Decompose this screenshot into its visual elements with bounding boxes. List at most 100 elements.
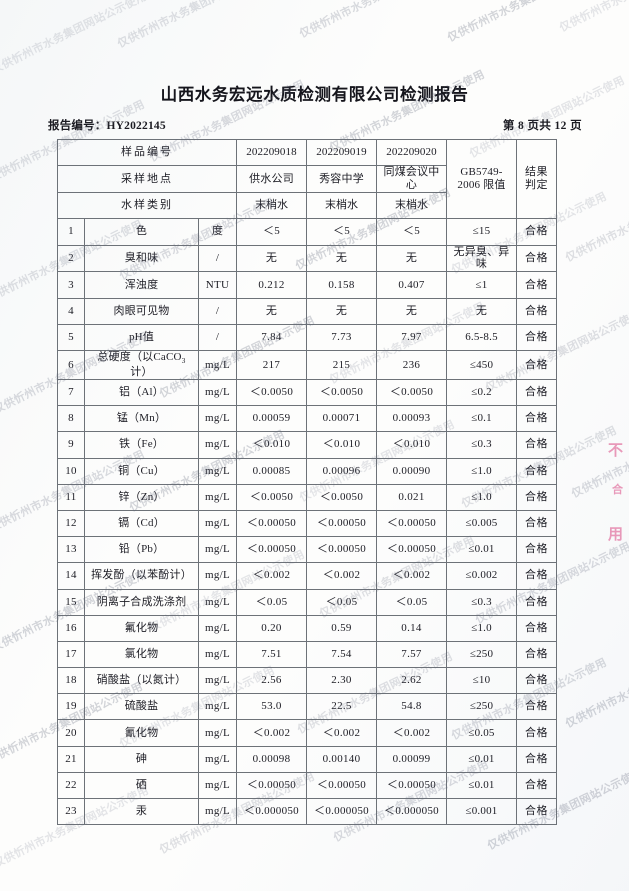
cell-limit: ≤0.01: [446, 771, 517, 800]
table-row: 6 总硬度（以CaCO3计） mg/L 217 215 236 ≤450 合格: [57, 350, 557, 380]
cell-verdict: 合格: [516, 536, 557, 564]
sample-id-1: 202209018: [236, 138, 307, 167]
cell-verdict: 合格: [516, 693, 557, 721]
cell-v1: ＜0.00050: [236, 771, 307, 800]
cell-v1: ＜5: [236, 218, 307, 246]
cell-item: 氰化物: [84, 719, 199, 747]
cell-v2: ＜0.05: [306, 588, 377, 616]
cell-v3: 7.57: [376, 640, 447, 669]
cell-v2: 0.00096: [306, 457, 377, 485]
stamp-char-1: 不: [607, 443, 623, 459]
cell-item: 铝（Al）: [84, 378, 199, 407]
cell-no: 14: [57, 562, 85, 590]
cell-no: 11: [57, 483, 85, 511]
cell-limit: ≤0.3: [446, 431, 517, 459]
cell-unit: mg/L: [198, 745, 237, 773]
cell-item: pH值: [84, 323, 199, 352]
cell-limit: ≤250: [446, 693, 517, 721]
cell-v1: 无: [236, 244, 307, 273]
cell-verdict: 合格: [516, 323, 557, 352]
cell-v1: ＜0.002: [236, 719, 307, 747]
cell-v1: 0.212: [236, 271, 307, 299]
water-quality-results-table: 样品编号 202209018 202209019 202209020 GB574…: [57, 138, 557, 826]
cell-v3: ＜0.00050: [376, 771, 447, 800]
cell-unit: mg/L: [198, 457, 237, 485]
cell-unit: mg/L: [198, 614, 237, 642]
cell-unit: mg/L: [198, 771, 237, 800]
cell-limit: ≤0.005: [446, 509, 517, 538]
cell-no: 12: [57, 509, 85, 538]
table-row: 15 阴离子合成洗涤剂 mg/L ＜0.05 ＜0.05 ＜0.05 ≤0.3 合格: [57, 588, 557, 616]
table-row: 11 锌（Zn） mg/L ＜0.0050 ＜0.0050 0.021 ≤1.0 合格: [57, 483, 557, 511]
cell-item: 阴离子合成洗涤剂: [84, 588, 199, 616]
location-2: 秀容中学: [306, 165, 377, 194]
sample-id-label: 样品编号: [57, 138, 237, 167]
cell-v3: 0.00093: [376, 405, 447, 433]
cell-v3: ＜0.002: [376, 719, 447, 747]
cell-limit: ≤0.3: [446, 588, 517, 616]
cell-v3: ＜0.010: [376, 431, 447, 459]
cell-unit: mg/L: [198, 350, 237, 380]
cell-no: 3: [57, 271, 85, 299]
table-row: 10 铜（Cu） mg/L 0.00085 0.00096 0.00090 ≤1.0 合格: [57, 457, 557, 485]
cell-v1: ＜0.002: [236, 562, 307, 590]
cell-item: 硫酸盐: [84, 693, 199, 721]
table-row: 4 肉眼可见物 / 无无无无合格: [57, 297, 557, 325]
cell-no: 6: [57, 350, 85, 380]
cell-no: 1: [57, 218, 85, 246]
cell-unit: /: [198, 244, 237, 273]
cell-limit: ≤1: [446, 271, 517, 299]
cell-v1: ＜0.000050: [236, 797, 307, 826]
cell-unit: mg/L: [198, 719, 237, 747]
sample-id-2: 202209019: [306, 138, 377, 167]
cell-v3: 0.00090: [376, 457, 447, 485]
table-row: 12 镉（Cd） mg/L ＜0.00050 ＜0.00050 ＜0.00050 ≤0.00…: [57, 509, 557, 538]
cell-v3: ＜0.00050: [376, 536, 447, 564]
cell-v1: 0.20: [236, 614, 307, 642]
cell-no: 8: [57, 405, 85, 433]
cell-limit: ≤0.002: [446, 562, 517, 590]
cell-v1: 0.00059: [236, 405, 307, 433]
cell-no: 7: [57, 378, 85, 407]
header-row-sample-id: 样品编号 202209018 202209019 202209020 GB574…: [57, 138, 557, 220]
cell-v2: ＜0.00050: [306, 536, 377, 564]
cell-verdict: 合格: [516, 745, 557, 773]
standard-line-2: 2006 限值: [457, 179, 506, 192]
cell-v2: ＜0.00050: [306, 509, 377, 538]
table-row: 8 锰（Mn） mg/L 0.00059 0.00071 0.00093 ≤0.1 合格: [57, 405, 557, 433]
cell-limit: ≤0.001: [446, 797, 517, 826]
cell-v2: 0.00140: [306, 745, 377, 773]
cell-item: 总硬度（以CaCO3计）: [84, 350, 199, 380]
standard-line-1: GB5749-: [460, 166, 503, 179]
cell-no: 19: [57, 693, 85, 721]
cell-item: 氟化物: [84, 614, 199, 642]
page-title: 山西水务宏远水质检测有限公司检测报告: [160, 86, 469, 104]
standard-limit-header: GB5749- 2006 限值: [446, 138, 517, 220]
cell-v1: ＜0.00050: [236, 536, 307, 564]
table-row: 2 臭和味 / 无无无无异臭、异味 合格: [57, 244, 557, 273]
cell-verdict: 合格: [516, 457, 557, 485]
cell-v3: 0.021: [376, 483, 447, 511]
table-row: 7 铝（Al） mg/L ＜0.0050 ＜0.0050 ＜0.0050 ≤0.2 合格: [57, 378, 557, 407]
cell-v1: 0.00098: [236, 745, 307, 773]
header-row-water-type: 水样类别 末梢水 末梢水 末梢水: [57, 192, 557, 220]
cell-v3: ＜0.00050: [376, 509, 447, 538]
cell-limit: 6.5-8.5: [446, 323, 517, 352]
cell-v3: ＜5: [376, 218, 447, 246]
cell-verdict: 合格: [516, 483, 557, 511]
cell-item: 氯化物: [84, 640, 199, 669]
water-type-2: 末梢水: [306, 192, 377, 220]
cell-unit: 度: [198, 218, 237, 246]
cell-v1: ＜0.0050: [236, 378, 307, 407]
cell-unit: mg/L: [198, 588, 237, 616]
cell-v2: ＜0.010: [306, 431, 377, 459]
verdict-line-2: 判定: [525, 179, 548, 192]
cell-v2: ＜0.002: [306, 719, 377, 747]
cell-v2: 无: [306, 244, 377, 273]
cell-item: 铜（Cu）: [84, 457, 199, 485]
cell-item: 锌（Zn）: [84, 483, 199, 511]
cell-verdict: 合格: [516, 378, 557, 407]
cell-verdict: 合格: [516, 719, 557, 747]
cell-limit: ≤0.01: [446, 536, 517, 564]
